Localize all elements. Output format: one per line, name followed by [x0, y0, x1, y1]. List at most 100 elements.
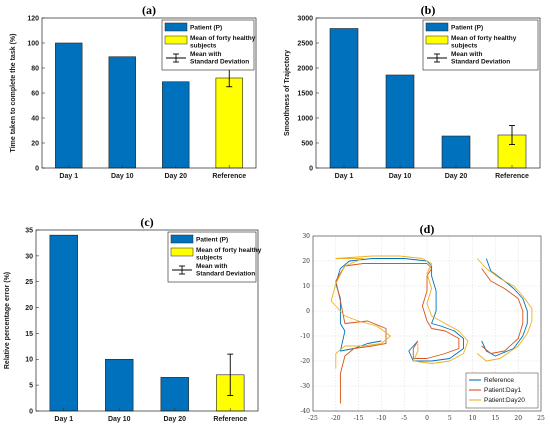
x-tick-label: 5: [448, 415, 452, 422]
legend-label-patient: Patient (P): [190, 25, 222, 32]
panel-title: (a): [142, 3, 156, 17]
y-tick-label: 30: [25, 253, 33, 260]
legend: Reference Patient:Day1 Patient:Day20: [465, 372, 539, 409]
y-tick-label: 100: [27, 40, 39, 47]
y-tick-label: 5: [29, 383, 33, 390]
axes-box: [35, 229, 259, 412]
axes-box: [315, 17, 541, 169]
x-tick-label: 0: [425, 415, 429, 422]
x-tick-label: Reference: [213, 416, 247, 423]
x-tick-label: Day 20: [163, 416, 186, 423]
y-tick-label: 0: [306, 308, 310, 315]
legend-swatch-patient: [425, 22, 449, 32]
y-axis-label: Relative percentage error (%): [4, 272, 11, 369]
legend-label-healthy: Mean of forty healthy subjects: [196, 247, 262, 262]
panel-a: (a) 0 20 40 60 80 100 120 Day 1 Day 10 Day 20 Refer…: [10, 3, 257, 180]
y-tick-label: 500: [301, 140, 313, 147]
y-tick-label: 80: [31, 65, 39, 72]
y-tick-label: 0: [29, 408, 33, 415]
y-tick-label: 3000: [297, 15, 313, 22]
panel-c: (c) 0 5 10 15 20 25 30 35 Day 1 Day 10 Day 20 Refere…: [4, 215, 262, 423]
y-tick-label: -20: [300, 358, 310, 365]
bar: [162, 81, 190, 169]
x-tick-label: 15: [492, 415, 500, 422]
y-tick-label: 10: [302, 283, 310, 290]
y-tick-label: 2000: [297, 65, 313, 72]
y-tick-label: 0: [35, 165, 39, 172]
x-tick-label: Day 1: [54, 416, 73, 423]
trajectory-line: [330, 255, 469, 369]
y-tick-label: 0: [309, 165, 313, 172]
y-tick-label: 1000: [297, 115, 313, 122]
y-axis-label: Time taken to complete the task (%): [10, 34, 17, 153]
legend-label: Patient:Day20: [484, 397, 525, 404]
bar: [49, 234, 78, 412]
y-tick-label: 20: [25, 305, 33, 312]
panel-d: (d) -25 -20 -15 -10 -5 0 5 10 15 20 25 -40 -30 -20 -10 0…: [300, 222, 545, 422]
x-tick-label: Day 10: [108, 416, 131, 423]
legend-swatch-reference: [425, 35, 449, 45]
legend-swatch-patient: [170, 234, 194, 244]
panel-title: (d): [420, 222, 435, 236]
legend-swatch-patient: [164, 22, 188, 32]
y-tick-label: 15: [25, 331, 33, 338]
x-tick-label: -5: [401, 415, 407, 422]
y-tick-label: 35: [25, 227, 33, 234]
x-tick-label: Day 1: [59, 173, 78, 180]
x-tick-label: Day 10: [389, 173, 412, 180]
y-tick-label: 25: [25, 279, 33, 286]
x-tick-label: -10: [377, 415, 387, 422]
y-tick-label: 40: [31, 115, 39, 122]
y-tick-label: 1500: [297, 90, 313, 97]
legend-label-patient: Patient (P): [451, 25, 483, 32]
panel-title: (c): [140, 215, 153, 229]
axes-box: [41, 17, 257, 169]
x-tick-label: 25: [537, 415, 545, 422]
bar: [160, 377, 189, 412]
legend-swatch-reference: [170, 247, 194, 257]
x-tick-label: -15: [354, 415, 364, 422]
y-tick-label: -10: [300, 333, 310, 340]
x-tick-label: Day 10: [111, 173, 134, 180]
trajectory-line: [335, 263, 460, 404]
y-tick-label: 10: [25, 357, 33, 364]
legend-label: Patient:Day1: [484, 387, 522, 394]
x-tick-label: Day 20: [445, 173, 468, 180]
x-tick-label: -25: [308, 415, 318, 422]
trajectory-line: [481, 268, 524, 354]
trajectory-line: [476, 258, 533, 362]
x-tick-label: Day 1: [335, 173, 354, 180]
y-tick-label: 60: [31, 90, 39, 97]
bar: [385, 74, 415, 169]
bar: [329, 28, 359, 169]
y-axis-label: Smoothness of Trajectory: [284, 50, 291, 136]
legend: Patient (P) Mean of forty healthy subjects…: [161, 19, 256, 71]
x-tick-label: 20: [514, 415, 522, 422]
y-tick-label: -40: [300, 408, 310, 415]
legend-label-healthy: Mean of forty healthy subjects: [451, 35, 517, 50]
bar: [105, 358, 134, 412]
x-tick-label: Reference: [212, 173, 246, 180]
y-tick-label: 20: [302, 258, 310, 265]
y-tick-label: 120: [27, 15, 39, 22]
legend: Patient (P) Mean of forty healthy subjects…: [167, 231, 262, 283]
legend-label-std: Mean with Standard Deviation: [190, 51, 249, 66]
bar: [108, 56, 136, 169]
legend: Patient (P) Mean of forty healthy subjects…: [422, 19, 539, 71]
x-tick-label: -20: [331, 415, 341, 422]
legend-label-healthy: Mean of forty healthy subjects: [190, 35, 256, 50]
bar: [441, 135, 471, 169]
x-tick-label: Day 20: [164, 173, 187, 180]
axes-box: [312, 235, 542, 412]
bar: [215, 77, 243, 169]
x-tick-label: Reference: [495, 173, 529, 180]
legend-label-std: Mean with Standard Deviation: [196, 263, 255, 278]
y-tick-label: 20: [31, 140, 39, 147]
legend-swatch-reference: [164, 35, 188, 45]
panel-b: (b) 0 500 1000 1500 2000 2500 3000 Day 1 Day 10 Da…: [284, 3, 541, 180]
bar: [55, 42, 83, 169]
y-tick-label: -30: [300, 383, 310, 390]
legend-label: Reference: [484, 377, 514, 384]
y-tick-label: 30: [302, 233, 310, 240]
